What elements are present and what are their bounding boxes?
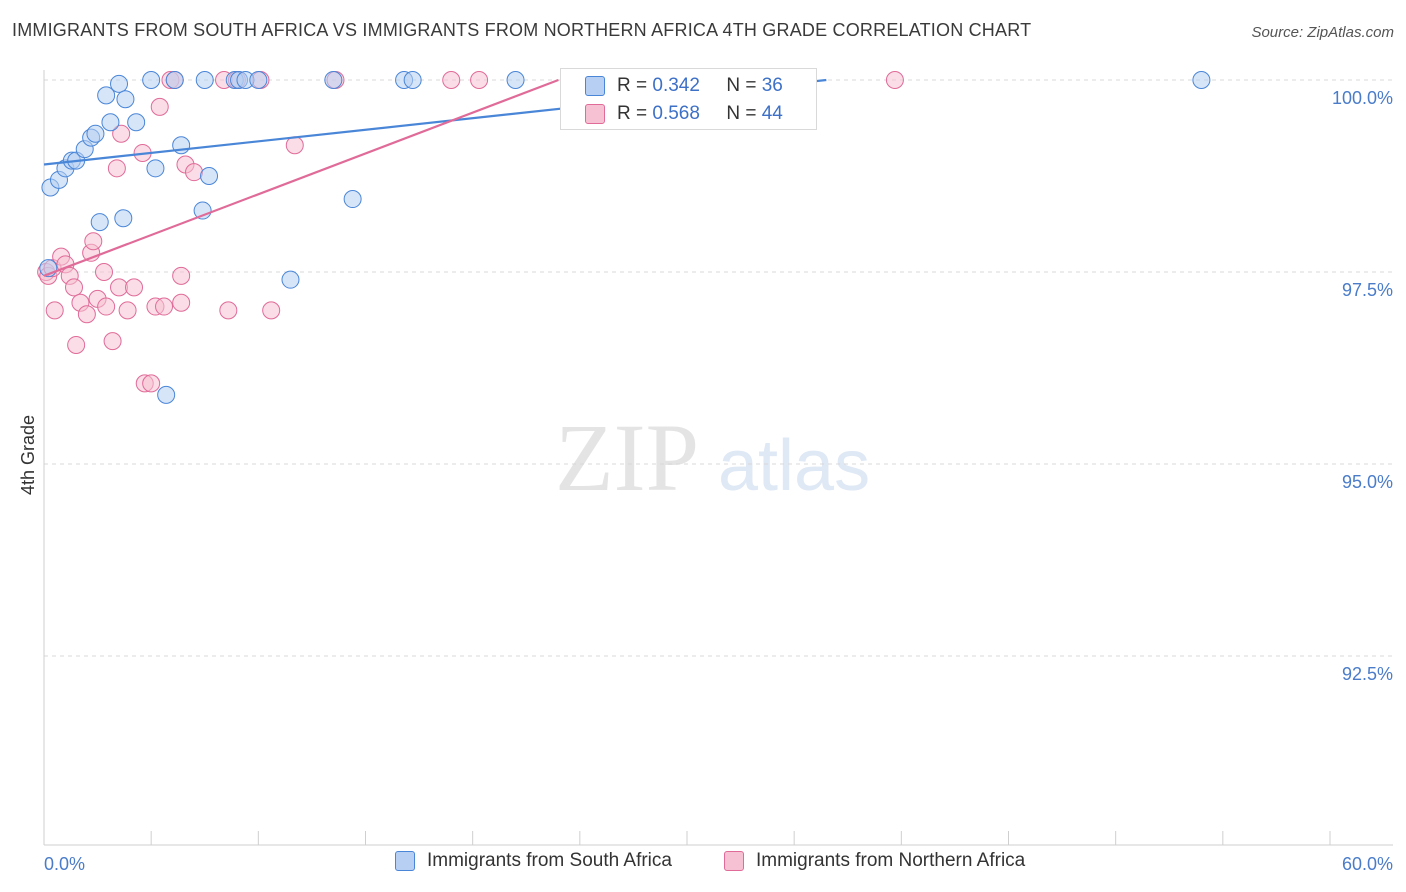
northern-africa-point [65,278,84,297]
legend-n-value: 44 [761,103,783,124]
legend-r-label: R = [617,103,653,124]
south-africa-point [1192,71,1211,89]
south-africa-point [506,71,525,89]
northern-africa-point [125,278,144,297]
y-axis-label: 4th Grade [18,415,38,495]
legend-item-northern-africa[interactable]: Immigrants from Northern Africa [724,850,1025,872]
south-africa-point [146,159,165,178]
south-africa-point [165,71,184,89]
legend-n-label: N = [726,103,762,124]
south-africa-point [249,71,268,89]
y-tick-label: 95.0% [1342,472,1393,492]
axes [43,70,1393,846]
northern-africa-point [219,301,238,320]
chart-title: IMMIGRANTS FROM SOUTH AFRICA VS IMMIGRAN… [12,20,1032,40]
northern-africa-point [118,301,137,320]
legend-swatch-blue [585,76,605,96]
south-africa-point [195,71,214,89]
y-tick-label: 100.0% [1332,88,1393,108]
south-africa-point [110,74,129,93]
northern-africa-point [77,305,96,324]
south-africa-point [324,71,343,89]
legend-swatch-pink [585,104,605,124]
x-tick-label-min: 0.0% [44,854,85,874]
northern-africa-point [112,124,131,143]
northern-africa-point [84,232,103,251]
south-africa-point [114,209,133,228]
northern-africa-point [45,301,64,320]
watermark: ZIP atlas [555,404,870,511]
y-tick-labels: 100.0% 97.5% 95.0% 92.5% [1332,88,1393,684]
y-tick-label: 97.5% [1342,280,1393,300]
northern-africa-point [150,97,169,116]
northern-africa-point [107,159,126,178]
south-africa-point [200,167,219,185]
south-africa-point [86,124,105,143]
northern-africa-point [155,297,174,316]
south-africa-point [116,90,135,109]
northern-africa-point [97,297,116,316]
watermark-zip: ZIP [555,404,699,511]
legend-r-value: 0.342 [652,75,700,96]
legend-r-value: 0.568 [652,103,700,124]
northern-africa-point [172,266,191,285]
northern-africa-point [185,163,204,182]
northern-africa-point [95,263,114,281]
northern-africa-point [285,136,304,155]
northern-africa-point [262,301,281,320]
south-africa-point [157,385,176,404]
northern-africa-point [67,335,86,354]
northern-africa-point [110,278,129,297]
series-legend: Immigrants from South Africa Immigrants … [0,850,1406,880]
legend-row-northern-africa: R = 0.568 N = 44 [585,101,783,127]
legend-row-south-africa: R = 0.342 N = 36 [585,73,783,99]
watermark-atlas: atlas [718,426,870,506]
legend-swatch-blue [395,851,415,871]
northern-africa-point [103,332,122,351]
trend-line-northern-africa [43,78,559,277]
northern-africa-point [172,293,191,312]
legend-label-northern-africa: Immigrants from Northern Africa [756,850,1026,871]
south-africa-point [343,190,362,209]
legend-r-label: R = [617,75,653,96]
gridlines [44,79,1393,657]
correlation-legend: R = 0.342 N = 36 R = 0.568 N = 44 [560,68,817,130]
source-credit: Source: ZipAtlas.com [1251,24,1394,41]
legend-n-label: N = [726,75,762,96]
northern-africa-point [885,71,904,89]
south-africa-point [142,71,161,89]
legend-label-south-africa: Immigrants from South Africa [427,850,672,871]
northern-africa-point [442,71,461,89]
south-africa-point [90,213,109,232]
legend-swatch-pink [724,851,744,871]
y-tick-label: 92.5% [1342,664,1393,684]
south-africa-point [281,270,300,289]
northern-africa-point [470,71,489,89]
south-africa-point [127,113,146,132]
northern-africa-point [142,374,161,393]
south-africa-point [101,113,120,132]
legend-item-south-africa[interactable]: Immigrants from South Africa [395,850,672,872]
legend-n-value: 36 [761,75,783,96]
south-africa-point [97,86,116,105]
south-africa-point [403,71,422,89]
x-tick-label-max: 60.0% [1342,854,1393,874]
